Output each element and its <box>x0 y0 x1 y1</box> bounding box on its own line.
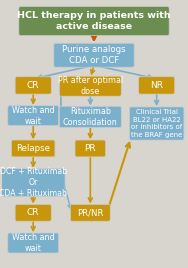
Text: CR: CR <box>27 81 39 90</box>
FancyBboxPatch shape <box>129 107 184 140</box>
Text: Relapse: Relapse <box>16 144 50 153</box>
FancyBboxPatch shape <box>75 140 106 157</box>
Text: Clinical Trial
BL22 or HA22
or inhibitors of
the BRAF gene: Clinical Trial BL22 or HA22 or inhibitor… <box>131 109 182 138</box>
FancyBboxPatch shape <box>8 106 59 126</box>
Text: Purine analogs
CDA or DCF: Purine analogs CDA or DCF <box>62 45 126 65</box>
Text: Watch and
wait: Watch and wait <box>12 233 55 253</box>
FancyBboxPatch shape <box>19 6 169 36</box>
Text: CR: CR <box>27 208 39 217</box>
Text: Watch and
wait: Watch and wait <box>12 106 55 126</box>
Text: PR: PR <box>84 144 96 153</box>
FancyBboxPatch shape <box>59 106 121 128</box>
FancyBboxPatch shape <box>15 204 51 221</box>
FancyBboxPatch shape <box>8 233 59 253</box>
FancyBboxPatch shape <box>1 169 65 196</box>
FancyBboxPatch shape <box>54 43 134 67</box>
FancyBboxPatch shape <box>139 77 175 94</box>
Text: Rituximab
Consolidation: Rituximab Consolidation <box>63 107 118 127</box>
FancyBboxPatch shape <box>15 77 51 94</box>
Text: HCL therapy in patients with
active disease: HCL therapy in patients with active dise… <box>17 11 171 31</box>
FancyBboxPatch shape <box>70 204 110 221</box>
Text: DCF + Rituximab
Or
CDA + Rituximab: DCF + Rituximab Or CDA + Rituximab <box>0 167 67 198</box>
Text: PR after optimal
dose: PR after optimal dose <box>58 76 123 96</box>
Text: PR/NR: PR/NR <box>77 208 104 217</box>
Text: NR: NR <box>150 81 163 90</box>
FancyBboxPatch shape <box>11 140 55 157</box>
FancyBboxPatch shape <box>59 76 121 96</box>
